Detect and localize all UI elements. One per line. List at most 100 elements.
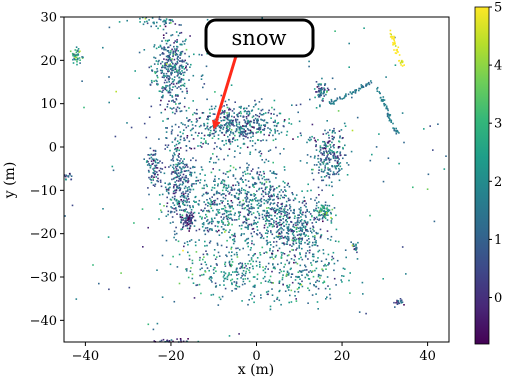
data-point [277, 122, 280, 124]
data-point [317, 308, 319, 310]
data-point [311, 168, 313, 171]
data-point [293, 238, 296, 241]
data-point [130, 126, 133, 129]
data-point [218, 296, 221, 299]
data-point [278, 232, 281, 234]
data-point [232, 174, 235, 176]
data-point [254, 216, 257, 218]
data-point [220, 200, 222, 202]
data-point [184, 170, 186, 172]
data-point [223, 278, 226, 280]
data-point [249, 153, 251, 155]
data-point [229, 236, 232, 239]
data-point [274, 267, 276, 270]
data-point [174, 68, 177, 70]
data-point [185, 268, 187, 270]
data-point [266, 232, 269, 235]
data-point [212, 168, 214, 170]
data-point [170, 82, 173, 85]
data-point [173, 230, 176, 233]
data-point [157, 27, 159, 30]
data-point [296, 247, 298, 250]
data-point [207, 116, 209, 119]
data-point [301, 222, 303, 225]
data-point [241, 131, 243, 133]
data-point [258, 261, 261, 263]
data-point [74, 53, 76, 56]
data-point [351, 129, 354, 132]
data-point [182, 166, 184, 168]
data-point [243, 119, 246, 121]
data-point [397, 46, 400, 49]
data-point [283, 194, 286, 196]
data-point [156, 68, 158, 70]
data-point [337, 147, 340, 149]
data-point [170, 210, 172, 213]
data-point [200, 209, 203, 211]
data-point [253, 276, 256, 278]
x-tick-label: 20 [334, 349, 351, 364]
data-point [326, 172, 329, 174]
data-point [223, 144, 225, 146]
data-point [250, 136, 252, 139]
data-point [260, 152, 263, 155]
data-point [65, 175, 67, 178]
data-point [215, 191, 218, 193]
data-point [392, 41, 394, 44]
data-point [342, 97, 345, 100]
data-point [216, 204, 218, 206]
data-point [276, 217, 278, 220]
data-point [172, 156, 175, 158]
data-point [316, 218, 319, 221]
data-point [308, 289, 311, 292]
data-point [211, 222, 213, 225]
data-point [316, 245, 319, 247]
data-point [168, 75, 171, 78]
data-point [394, 64, 397, 66]
data-point [262, 237, 265, 240]
data-point [281, 254, 283, 256]
data-point [235, 129, 238, 131]
data-point [190, 267, 192, 269]
data-point [323, 150, 325, 153]
data-point [228, 127, 231, 130]
data-point [251, 242, 253, 245]
data-point [286, 284, 288, 287]
data-point [236, 271, 239, 273]
data-point [223, 193, 225, 195]
data-point [389, 32, 392, 35]
data-point [217, 138, 220, 140]
data-point [236, 118, 239, 121]
data-point [317, 161, 320, 163]
data-point [206, 253, 209, 256]
data-point [196, 284, 199, 286]
data-point [238, 106, 241, 108]
data-point [316, 164, 318, 166]
data-point [144, 17, 147, 20]
data-point [178, 156, 180, 158]
data-point [393, 38, 395, 40]
data-point [165, 72, 168, 75]
data-point [284, 205, 286, 208]
data-point [152, 154, 154, 156]
data-point [194, 131, 197, 134]
data-point [298, 287, 300, 289]
data-point [306, 273, 308, 276]
data-point [330, 235, 333, 238]
data-point [201, 218, 203, 220]
data-point [245, 135, 247, 138]
data-point [174, 65, 177, 67]
data-point [188, 188, 191, 191]
data-point [275, 235, 278, 238]
data-point [260, 236, 263, 239]
data-point [253, 207, 255, 209]
data-point [235, 247, 237, 250]
data-point [173, 204, 176, 206]
data-point [198, 132, 200, 134]
data-point [169, 44, 172, 47]
data-point [242, 280, 245, 283]
data-point [296, 217, 299, 219]
data-point [386, 115, 389, 117]
data-point [230, 274, 232, 276]
data-point [285, 211, 287, 213]
